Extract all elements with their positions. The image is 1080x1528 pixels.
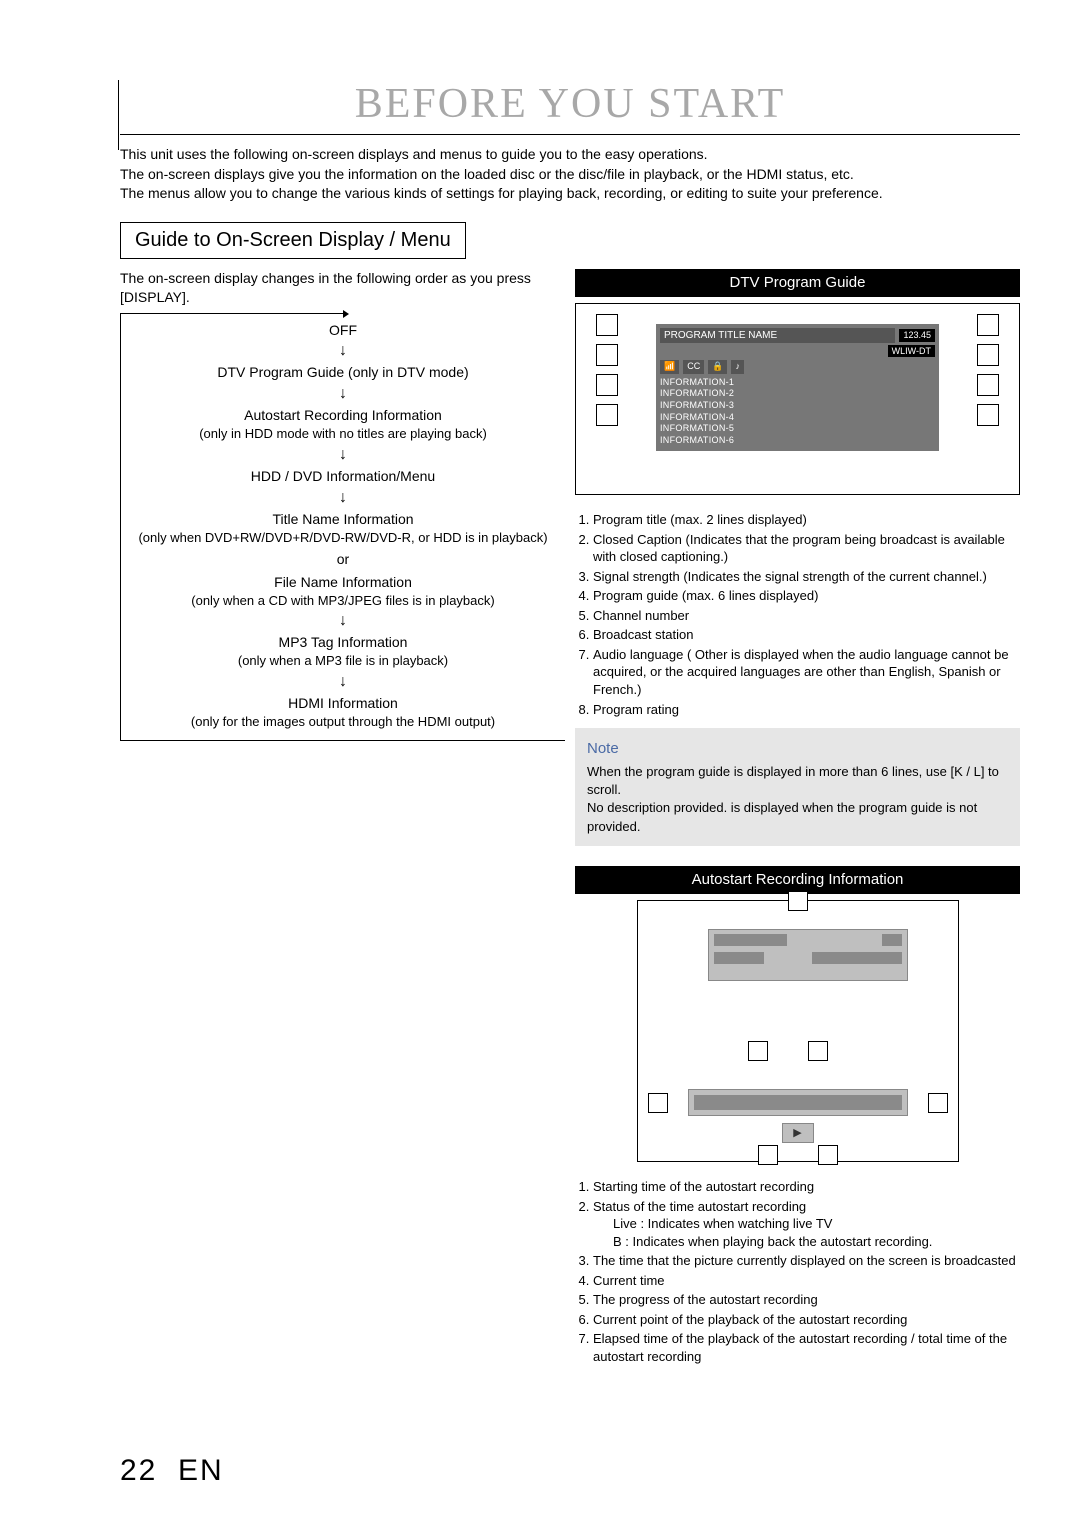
flow-step: Autostart Recording Information (only in… [121, 406, 565, 442]
right-column: DTV Program Guide PROGRAM TITLE NAME 123… [575, 269, 1020, 1376]
callout-marker [596, 344, 618, 366]
signal-icon: 📶 [660, 360, 679, 374]
dtv-channel-number: 123.45 [899, 329, 935, 343]
flow-diagram: OFF ↓ DTV Program Guide (only in DTV mod… [120, 313, 565, 742]
callout-marker [818, 1145, 838, 1165]
section-heading: Guide to On-Screen Display / Menu [120, 222, 466, 259]
legend-item: Audio language ( Other is displayed when… [593, 646, 1020, 699]
legend-item: Current time [593, 1272, 1020, 1290]
note-body: When the program guide is displayed in m… [587, 763, 1008, 799]
flow-step: DTV Program Guide (only in DTV mode) [121, 363, 565, 382]
legend-item: Elapsed time of the playback of the auto… [593, 1330, 1020, 1365]
legend-item: Signal strength (Indicates the signal st… [593, 568, 1020, 586]
note-body: No description provided. is displayed wh… [587, 799, 1008, 835]
intro-line: The on-screen displays give you the info… [120, 165, 1020, 185]
callout-marker [928, 1093, 948, 1113]
legend-item: Status of the time autostart recording L… [593, 1198, 1020, 1251]
callout-marker [748, 1041, 768, 1061]
intro-text: This unit uses the following on-screen d… [120, 145, 1020, 204]
dtv-guide-panel: PROGRAM TITLE NAME 123.45 WLIW-DT 📶 CC 🔒… [656, 324, 939, 451]
legend-subitem: B : Indicates when playing back the auto… [593, 1233, 1020, 1251]
flow-step: File Name Information (only when a CD wi… [121, 573, 565, 609]
page-title: BEFORE YOU START [120, 80, 1020, 128]
legend-item: Closed Caption (Indicates that the progr… [593, 531, 1020, 566]
callout-marker [596, 314, 618, 336]
flow-arrow: ↓ [121, 490, 565, 506]
autostart-figure: ▶ [637, 900, 959, 1162]
autostart-legend: Starting time of the autostart recording… [575, 1178, 1020, 1365]
dtv-info-line: INFORMATION-5 [660, 423, 935, 435]
legend-item: The progress of the autostart recording [593, 1291, 1020, 1309]
audio-icon: ♪ [731, 360, 744, 374]
legend-item: Current point of the playback of the aut… [593, 1311, 1020, 1329]
legend-item: Broadcast station [593, 626, 1020, 644]
dtv-guide-figure: PROGRAM TITLE NAME 123.45 WLIW-DT 📶 CC 🔒… [575, 303, 1020, 495]
cc-icon: CC [683, 360, 704, 374]
dtv-info-line: INFORMATION-1 [660, 377, 935, 389]
dtv-broadcast-station: WLIW-DT [888, 345, 935, 357]
callout-marker [758, 1145, 778, 1165]
dtv-info-line: INFORMATION-6 [660, 435, 935, 447]
flow-step: MP3 Tag Information (only when a MP3 fil… [121, 633, 565, 669]
page-number: 22 EN [120, 1454, 224, 1488]
flow-step: or [121, 550, 565, 569]
callout-marker [596, 374, 618, 396]
legend-item: Channel number [593, 607, 1020, 625]
legend-item: The time that the picture currently disp… [593, 1252, 1020, 1270]
flow-arrow: ↓ [121, 386, 565, 402]
callout-marker [977, 404, 999, 426]
header-vertical-rule [118, 80, 119, 150]
autostart-progress-bar [688, 1089, 908, 1116]
autostart-header: Autostart Recording Information [575, 866, 1020, 894]
autostart-top-panel [708, 929, 908, 981]
flow-step: HDMI Information (only for the images ou… [121, 694, 565, 730]
flow-arrow: ↓ [121, 343, 565, 359]
play-icon: ▶ [782, 1123, 814, 1143]
callout-marker [977, 344, 999, 366]
dtv-info-line: INFORMATION-2 [660, 388, 935, 400]
callout-marker [977, 314, 999, 336]
dtv-info-line: INFORMATION-3 [660, 400, 935, 412]
flow-step: Title Name Information (only when DVD+RW… [121, 510, 565, 546]
lock-icon: 🔒 [708, 360, 727, 374]
callout-marker [977, 374, 999, 396]
legend-subitem: Live : Indicates when watching live TV [593, 1215, 1020, 1233]
callout-marker [788, 891, 808, 911]
flow-step: HDD / DVD Information/Menu [121, 467, 565, 486]
legend-item: Program guide (max. 6 lines displayed) [593, 587, 1020, 605]
dtv-guide-legend: Program title (max. 2 lines displayed) C… [575, 511, 1020, 718]
callout-marker [596, 404, 618, 426]
dtv-info-line: INFORMATION-4 [660, 412, 935, 424]
intro-line: This unit uses the following on-screen d… [120, 145, 1020, 165]
left-column: The on-screen display changes in the fol… [120, 269, 565, 1376]
legend-item: Program title (max. 2 lines displayed) [593, 511, 1020, 529]
intro-line: The menus allow you to change the variou… [120, 184, 1020, 204]
left-intro: The on-screen display changes in the fol… [120, 269, 565, 307]
dtv-program-title: PROGRAM TITLE NAME [660, 328, 895, 343]
flow-arrow: ↓ [121, 447, 565, 463]
callout-marker [648, 1093, 668, 1113]
flow-step: OFF [121, 321, 565, 340]
legend-item: Starting time of the autostart recording [593, 1178, 1020, 1196]
flow-arrow: ↓ [121, 674, 565, 690]
flow-arrow: ↓ [121, 613, 565, 629]
callout-marker [808, 1041, 828, 1061]
legend-item: Program rating [593, 701, 1020, 719]
note-heading: Note [587, 738, 1008, 759]
title-rule [120, 134, 1020, 135]
dtv-guide-header: DTV Program Guide [575, 269, 1020, 297]
note-box: Note When the program guide is displayed… [575, 728, 1020, 846]
